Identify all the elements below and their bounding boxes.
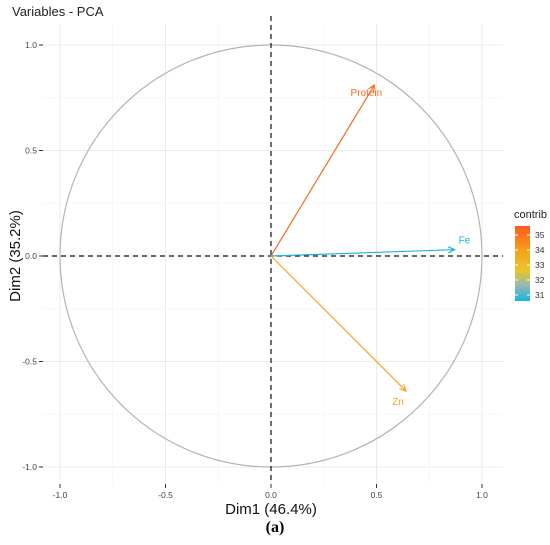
y-tick-label: 0.5	[25, 146, 37, 156]
y-tick-label: 0.0	[25, 251, 37, 261]
x-tick-label: 0.5	[371, 490, 383, 500]
y-tick-label: -1.0	[22, 462, 37, 472]
x-tick-label: 0.0	[265, 490, 277, 500]
plot-panel	[43, 24, 503, 484]
x-tick-label: -1.0	[53, 490, 68, 500]
x-tick-label: 1.0	[476, 490, 488, 500]
legend-tick-label: 35	[535, 230, 545, 240]
figure-caption: (a)	[265, 519, 285, 536]
arrowhead-zn	[399, 384, 408, 393]
legend-colorbar	[515, 226, 530, 301]
arrow-zn	[270, 255, 407, 392]
contrib-legend: contrib 35 34 33 32 31	[514, 209, 547, 301]
legend-title: contrib	[514, 209, 547, 221]
y-axis-label: Dim2 (35.2%)	[7, 210, 24, 302]
variable-arrows: Protein Fe Zn	[270, 83, 471, 408]
legend-tick-label: 33	[535, 260, 545, 270]
legend-tick-label: 32	[535, 275, 545, 285]
variable-label-fe: Fe	[459, 236, 471, 247]
variable-label-protein: Protein	[351, 88, 383, 99]
y-tick-label: -0.5	[22, 357, 37, 367]
arrowhead-fe	[447, 246, 456, 254]
legend-tick-label: 34	[535, 245, 545, 255]
arrow-protein	[270, 84, 375, 257]
variable-label-zn: Zn	[392, 397, 404, 408]
arrowhead-protein	[368, 83, 376, 93]
pca-chart: Variables - PCA -1.0 -0.5 0.0 0.5 1.0 1.0 0.5 0…	[7, 4, 547, 518]
arrow-fe	[270, 249, 455, 257]
chart-title: Variables - PCA	[12, 4, 104, 19]
x-tick-label: -0.5	[158, 490, 173, 500]
axes: -1.0 -0.5 0.0 0.5 1.0 1.0 0.5 0.0 -0.5 -1.0	[22, 16, 503, 500]
x-axis-label: Dim1 (46.4%)	[225, 501, 317, 518]
legend-tick-label: 31	[535, 290, 545, 300]
y-tick-label: 1.0	[25, 40, 37, 50]
